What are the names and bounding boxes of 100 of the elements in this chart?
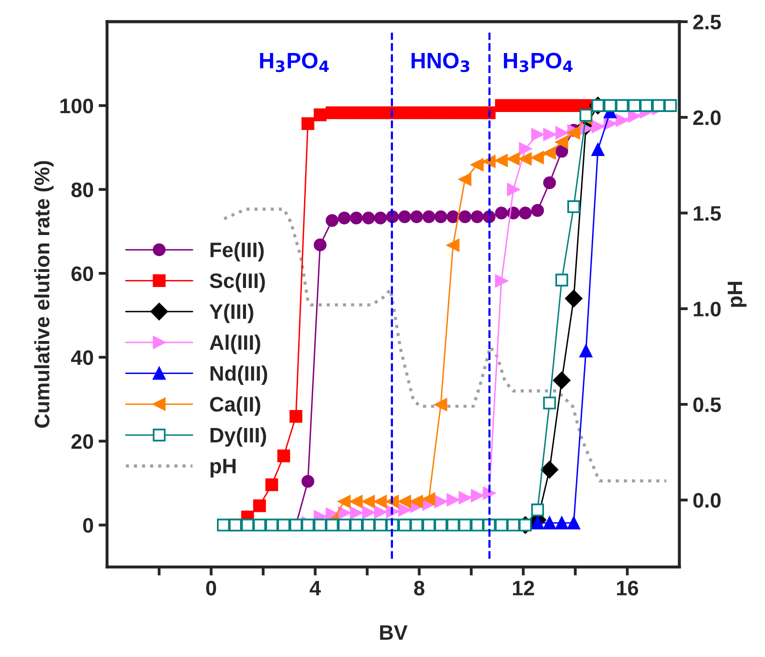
point: [543, 396, 556, 410]
point: [518, 152, 532, 166]
point: [338, 506, 351, 520]
point: [470, 489, 484, 502]
y2-axis-title: pH: [728, 282, 746, 307]
point: [518, 206, 532, 220]
point: [518, 518, 532, 532]
point: [470, 158, 484, 172]
point: [446, 210, 460, 224]
point: [531, 128, 544, 141]
point: [446, 493, 460, 506]
point: [458, 173, 472, 186]
legend-label: Al(III): [210, 334, 260, 354]
point: [362, 106, 375, 120]
point: [350, 212, 363, 224]
point: [314, 518, 327, 532]
point: [241, 518, 254, 532]
y2-tick-label: 0.0: [693, 493, 721, 508]
point: [350, 495, 363, 508]
point: [580, 108, 592, 122]
point: [495, 99, 508, 112]
point: [495, 154, 508, 167]
point: [458, 491, 472, 504]
point: [398, 518, 412, 532]
y-tick-label: 40: [71, 350, 94, 366]
point: [555, 274, 568, 286]
point: [531, 99, 544, 112]
point: [555, 99, 568, 112]
point: [495, 206, 508, 220]
point: [410, 106, 424, 120]
point: [326, 106, 338, 120]
point: [253, 518, 266, 532]
point: [338, 212, 351, 224]
point: [302, 518, 314, 532]
point: [422, 106, 436, 120]
point: [506, 99, 520, 112]
point: [374, 106, 387, 120]
point: [398, 106, 412, 120]
point: [290, 410, 302, 423]
point: [543, 128, 556, 141]
point: [446, 106, 460, 120]
point: [543, 99, 556, 112]
point: [640, 99, 653, 112]
point: [495, 274, 508, 288]
point: [350, 506, 363, 520]
point: [458, 106, 472, 120]
y2-tick-label: 2.5: [693, 14, 721, 30]
y2-tick-label: 0.5: [693, 397, 721, 412]
point: [410, 495, 424, 508]
point: [518, 142, 532, 156]
point: [422, 210, 436, 224]
y-tick-label: 80: [71, 182, 94, 198]
point: [253, 499, 266, 512]
x-axis-title: BV: [380, 625, 408, 640]
point: [362, 506, 375, 519]
point: [567, 516, 580, 530]
point: [302, 475, 314, 488]
point: [338, 106, 351, 120]
point: [555, 126, 568, 140]
legend-label: Sc(III): [210, 272, 265, 292]
point: [470, 210, 484, 224]
point: [470, 518, 484, 532]
point: [277, 518, 290, 532]
point: [616, 114, 628, 127]
point: [350, 518, 363, 532]
legend-label: Nd(III): [210, 366, 268, 385]
point: [398, 210, 412, 224]
point: [302, 117, 314, 130]
annotation: HNO$_{3}$: [412, 52, 470, 72]
y-tick-label: 20: [71, 434, 94, 449]
y2-tick-label: 1.0: [694, 302, 721, 316]
point: [531, 504, 544, 516]
point: [410, 210, 424, 224]
point: [314, 108, 327, 122]
point: [374, 518, 387, 532]
point: [482, 486, 496, 500]
point: [374, 495, 387, 508]
annotation: H$_{3}$PO$_{4}$: [260, 52, 329, 72]
point: [592, 143, 604, 156]
x-tick-label: 8: [414, 580, 424, 596]
point: [350, 106, 363, 120]
point: [543, 516, 556, 530]
y2-tick-label: 1.5: [694, 206, 721, 221]
point: [326, 214, 338, 227]
point: [216, 518, 230, 532]
point: [567, 200, 580, 214]
x-tick-label: 0: [206, 580, 216, 596]
point: [482, 154, 496, 168]
point: [555, 144, 568, 158]
point: [362, 495, 375, 508]
point: [580, 344, 592, 358]
point: [555, 136, 568, 148]
point: [398, 495, 412, 508]
point: [374, 506, 387, 518]
point: [265, 478, 278, 492]
y-tick-label: 100: [60, 98, 94, 114]
legend-label: pH: [210, 458, 236, 478]
point: [314, 238, 327, 252]
y-tick-label: 0: [83, 518, 94, 533]
point: [362, 518, 375, 532]
